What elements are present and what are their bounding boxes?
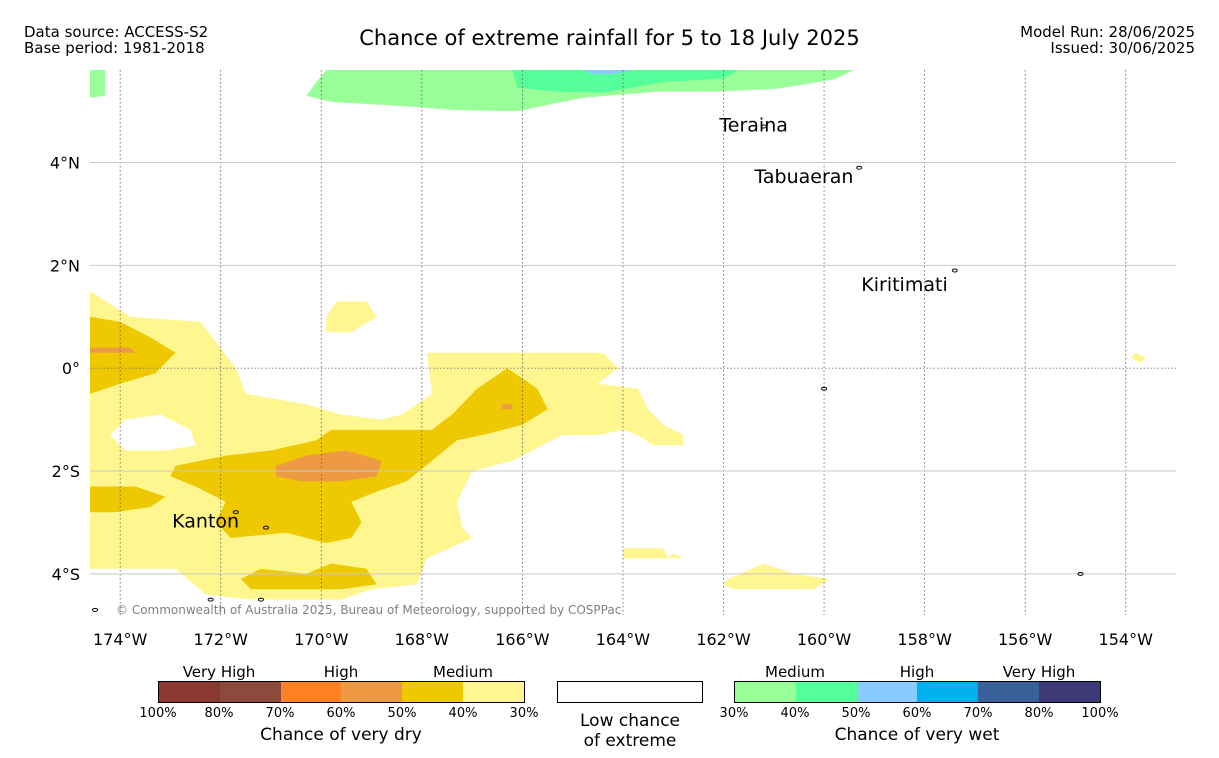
island-outline [1077, 571, 1084, 576]
dry-legend-title: Chance of very dry [260, 725, 422, 745]
wet-legend-title: Chance of very wet [834, 725, 1000, 745]
dry-group-high: High [323, 663, 359, 681]
island-outline [257, 597, 264, 602]
region-dry-medium-30-40-8 [668, 553, 684, 559]
dry-swatch-3 [341, 682, 403, 702]
region-wet-medium-30-40-1 [90, 70, 106, 98]
wet-tick-6: 100% [1081, 706, 1119, 721]
low-chance-label: Low chance of extreme [557, 711, 703, 751]
shaded-regions [90, 70, 1146, 600]
header-run: Model Run: 28/06/2025 Issued: 30/06/2025 [1020, 24, 1195, 56]
wet-group-high: High [899, 663, 935, 681]
island-outline [856, 165, 863, 170]
lon-tick-label: 174°W [93, 630, 148, 649]
wet-swatch-1 [795, 682, 857, 702]
dry-group-medium: Medium [433, 663, 493, 681]
wet-swatch-3 [917, 682, 979, 702]
wet-tick-3: 60% [902, 706, 932, 721]
wet-group-very-high: Very High [1002, 663, 1076, 681]
lat-tick-label: 2°S [52, 462, 80, 481]
region-dry-high-50-60-17 [502, 404, 513, 410]
island-outline [207, 597, 214, 602]
wet-swatch-0 [735, 682, 796, 702]
region-dry-medium-40-50-11 [90, 316, 176, 394]
island-outline [262, 525, 269, 530]
low-chance-line2: of extreme [583, 731, 677, 751]
dry-swatch-2 [280, 682, 342, 702]
issued-text: Issued: 30/06/2025 [1050, 39, 1195, 57]
low-chance-swatch [557, 681, 703, 703]
lat-tick-label: 0° [62, 359, 80, 378]
lon-tick-label: 172°W [194, 630, 249, 649]
wet-swatch-2 [856, 682, 918, 702]
dry-tick-3: 60% [326, 706, 356, 721]
dry-tick-6: 30% [509, 706, 539, 721]
lon-tick-label: 166°W [495, 630, 550, 649]
copyright-text: © Commonwealth of Australia 2025, Bureau… [116, 603, 621, 617]
dry-tick-2: 70% [265, 706, 295, 721]
lat-tick-label: 4°N [50, 154, 80, 173]
dry-swatch-0 [159, 682, 220, 702]
dry-tick-1: 80% [204, 706, 234, 721]
low-chance-line1: Low chance [580, 711, 680, 731]
region-dry-medium-30-40-9 [723, 563, 830, 590]
island-outline [232, 510, 239, 515]
island-outline [760, 124, 767, 129]
dry-tick-4: 50% [387, 706, 417, 721]
lat-tick-label: 4°S [52, 565, 80, 584]
lon-tick-label: 170°W [294, 630, 349, 649]
base-period-text: Base period: 1981-2018 [24, 39, 205, 57]
place-label-teraina: Teraina [718, 115, 788, 137]
place-label-tabuaeran: Tabuaeran [753, 166, 853, 188]
dry-swatch-4 [402, 682, 464, 702]
lon-tick-label: 160°W [797, 630, 852, 649]
dry-group-very-high: Very High [182, 663, 256, 681]
dry-tick-5: 40% [448, 706, 478, 721]
region-wet-medium-40-50-2 [512, 70, 739, 93]
lon-tick-label: 162°W [696, 630, 751, 649]
lat-tick-label: 2°N [50, 256, 80, 275]
wet-tick-0: 30% [719, 706, 749, 721]
region-dry-medium-40-50-13 [90, 486, 166, 513]
rainfall-map: 174°W 172°W 170°W 168°W 166°W 164°W 162°W 160°W… [50, 70, 1176, 649]
wet-colorbar [734, 681, 1101, 703]
lon-tick-label: 168°W [395, 630, 450, 649]
dry-swatch-1 [219, 682, 281, 702]
wet-tick-1: 40% [780, 706, 810, 721]
region-dry-medium-30-40-7 [622, 548, 669, 559]
wet-group-medium: Medium [765, 663, 825, 681]
dry-colorbar [158, 681, 525, 703]
model-run-text: Model Run: 28/06/2025 [1020, 23, 1195, 41]
wet-swatch-4 [978, 682, 1040, 702]
dry-tick-0: 100% [139, 706, 177, 721]
header-source: Data source: ACCESS-S2 Base period: 1981… [24, 24, 208, 56]
region-dry-medium-30-40-6 [326, 301, 377, 333]
place-label-kanton: Kanton [172, 511, 239, 533]
lon-tick-label: 154°W [1099, 630, 1154, 649]
region-wet-high-50-60-3 [582, 70, 633, 75]
map-title: Chance of extreme rainfall for 5 to 18 J… [359, 26, 860, 50]
region-dry-medium-30-40-10 [1130, 352, 1146, 364]
region-dry-medium-40-50-14 [240, 563, 377, 590]
wet-tick-2: 50% [841, 706, 871, 721]
wet-swatch-5 [1039, 682, 1100, 702]
region-dry-high-50-60-15 [90, 347, 136, 353]
lon-tick-label: 158°W [897, 630, 952, 649]
data-source-text: Data source: ACCESS-S2 [24, 23, 209, 41]
region-low-chance-5 [110, 414, 196, 451]
dry-swatch-5 [463, 682, 524, 702]
island-outline [92, 607, 99, 612]
wet-tick-5: 80% [1024, 706, 1054, 721]
place-label-kiritimati: Kiritimati [861, 274, 947, 296]
lon-tick-label: 156°W [998, 630, 1053, 649]
island-outline [821, 386, 828, 391]
wet-tick-4: 70% [963, 706, 993, 721]
island-outline [951, 268, 958, 273]
lon-tick-label: 164°W [596, 630, 651, 649]
region-dry-high-50-60-16 [276, 450, 382, 482]
